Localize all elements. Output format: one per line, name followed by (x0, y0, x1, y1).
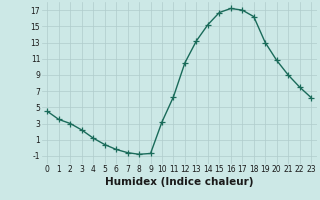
X-axis label: Humidex (Indice chaleur): Humidex (Indice chaleur) (105, 177, 253, 187)
